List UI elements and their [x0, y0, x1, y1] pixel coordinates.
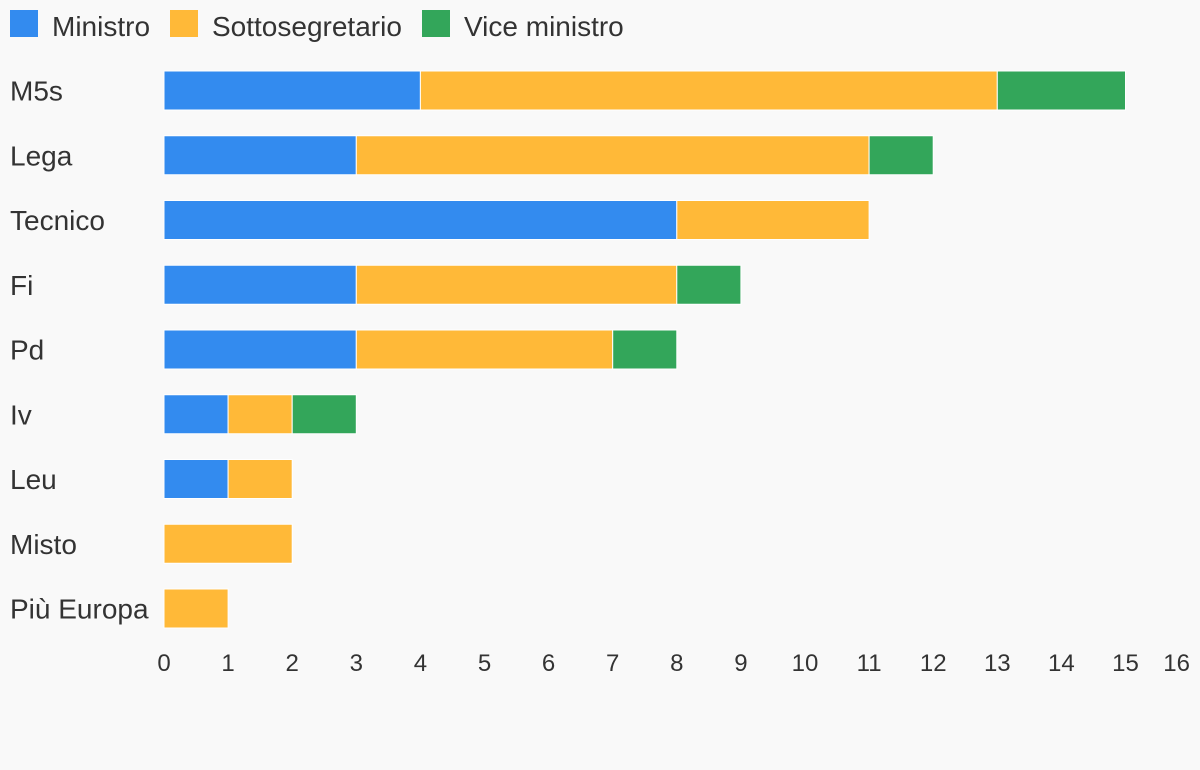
bars-group: [163, 70, 1126, 629]
bar-fi-ministro: [163, 264, 357, 305]
x-tick-label: 16: [1163, 650, 1190, 677]
category-label-tecnico: Tecnico: [10, 205, 105, 236]
bar-lega-sottosegretario: [355, 135, 870, 176]
category-label-pd: Pd: [10, 335, 44, 366]
bar-m5s-ministro: [163, 70, 421, 111]
x-tick-label: 3: [350, 650, 363, 677]
bar-m5s-vice-ministro: [996, 70, 1126, 111]
category-label-m5s: M5s: [10, 76, 63, 107]
x-tick-label: 0: [157, 650, 170, 677]
bar-tecnico-ministro: [163, 200, 678, 240]
category-label-leu: Leu: [10, 464, 57, 495]
legend-swatch-sottosegretario: [170, 10, 198, 37]
bar-iv-vice-ministro: [291, 394, 357, 435]
bar-fi-vice-ministro: [676, 264, 742, 305]
x-tick-label: 12: [920, 650, 947, 677]
category-label-iv: Iv: [10, 399, 32, 430]
x-tick-label: 4: [414, 650, 427, 677]
x-tick-label: 5: [478, 650, 491, 677]
category-labels: M5s Lega Tecnico Fi Pd Iv Leu Misto Più Europa: [10, 76, 149, 625]
x-tick-label: 2: [286, 650, 299, 677]
bar-iv-sottosegretario: [227, 394, 293, 435]
category-label-misto: Misto: [10, 529, 77, 560]
bar-fi-sottosegretario: [355, 264, 678, 305]
bar-leu-sottosegretario: [227, 459, 293, 499]
x-tick-label: 7: [606, 650, 619, 677]
x-tick-label: 9: [734, 650, 747, 677]
legend-label-vice-ministro: Vice ministro: [464, 11, 624, 42]
x-tick-label: 8: [670, 650, 683, 677]
bar-pd-vice-ministro: [612, 329, 678, 370]
legend-label-ministro: Ministro: [52, 11, 150, 42]
bar-iv-ministro: [163, 394, 229, 435]
x-tick-label: 13: [984, 650, 1011, 677]
x-axis: 0 1 2 3 4 5 6 7 8 9 10 11 12 13 14 15 16: [157, 650, 1190, 677]
x-tick-label: 14: [1048, 650, 1075, 677]
bar-piu-europa-sottosegretario: [163, 588, 229, 629]
category-label-lega: Lega: [10, 140, 73, 171]
legend-swatch-ministro: [10, 10, 38, 37]
bar-tecnico-sottosegretario: [676, 200, 870, 240]
category-label-fi: Fi: [10, 270, 33, 301]
x-tick-label: 6: [542, 650, 555, 677]
legend-label-sottosegretario: Sottosegretario: [212, 11, 402, 42]
bar-pd-ministro: [163, 329, 357, 370]
x-tick-label: 10: [792, 650, 819, 677]
bar-pd-sottosegretario: [355, 329, 614, 370]
bar-lega-vice-ministro: [868, 135, 934, 176]
bar-leu-ministro: [163, 459, 229, 499]
bar-m5s-sottosegretario: [419, 70, 998, 111]
category-label-piu-europa: Più Europa: [10, 594, 149, 625]
x-tick-label: 11: [857, 650, 882, 677]
chart-legend: Ministro Sottosegretario Vice ministro: [10, 10, 624, 42]
x-tick-label: 1: [221, 650, 234, 677]
legend-swatch-vice-ministro: [422, 10, 450, 37]
bar-misto-sottosegretario: [163, 523, 293, 564]
x-tick-label: 15: [1112, 650, 1139, 677]
bar-lega-ministro: [163, 135, 357, 176]
